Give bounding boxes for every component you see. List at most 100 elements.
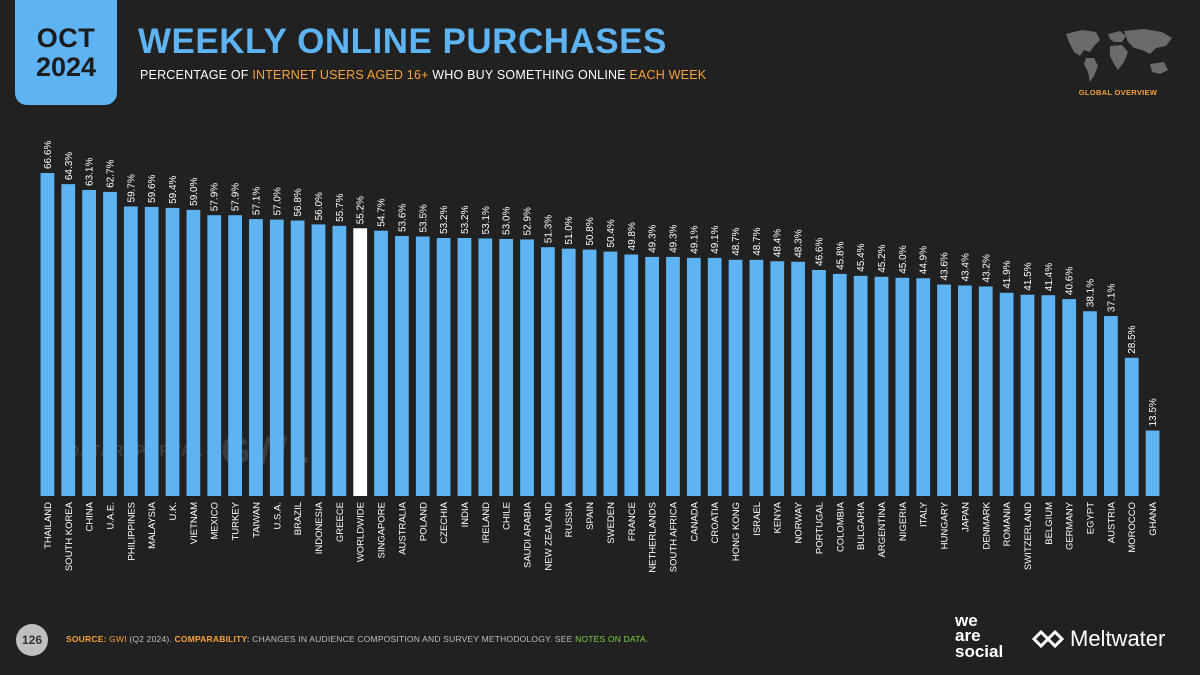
value-label: 43.4% (960, 253, 971, 281)
bar-belgium (1041, 295, 1056, 496)
category-label: PORTUGAL (814, 502, 825, 554)
bar-japan (958, 285, 972, 496)
category-label: GREECE (335, 502, 346, 542)
category-label: SAUDI ARABIA (523, 501, 534, 568)
category-label: GERMANY (1065, 501, 1076, 550)
bar-u-k- (165, 207, 180, 496)
category-label: EGYPT (1086, 502, 1097, 534)
bar-turkey (228, 215, 242, 496)
category-label: SPAIN (585, 502, 596, 530)
category-label: DENMARK (981, 501, 992, 549)
category-label: MALAYSIA (147, 501, 158, 548)
value-label: 48.7% (752, 227, 763, 255)
value-label: 63.1% (85, 158, 96, 186)
value-label: 57.0% (272, 187, 283, 215)
value-label: 66.6% (43, 141, 54, 169)
category-label: HUNGARY (940, 501, 951, 549)
category-label: NORWAY (794, 501, 805, 543)
bar-australia (395, 236, 409, 497)
value-label: 13.5% (1148, 398, 1159, 426)
value-label: 51.0% (564, 216, 575, 244)
category-label: CZECHIA (439, 501, 450, 543)
value-label: 49.3% (648, 224, 659, 252)
bar-india (457, 237, 472, 497)
category-label: JAPAN (960, 502, 971, 532)
category-label: SINGAPORE (377, 502, 388, 559)
source-label: SOURCE: (66, 634, 107, 644)
bar-ghana (1145, 430, 1160, 496)
bar-colombia (832, 273, 847, 496)
bar-canada (686, 257, 701, 496)
value-label: 41.9% (1002, 260, 1013, 288)
bar-new-zealand (540, 247, 555, 496)
category-label: NETHERLANDS (648, 502, 659, 573)
category-label: U.K. (168, 502, 179, 520)
bar-poland (415, 236, 430, 497)
subtitle-part: PERCENTAGE OF (140, 68, 253, 82)
notes-on-data-link[interactable]: NOTES ON DATA (575, 634, 646, 644)
category-label: VIETNAM (189, 502, 200, 544)
bar-egypt (1083, 311, 1097, 496)
category-label: CHINA (85, 501, 96, 531)
bar-denmark (978, 286, 993, 496)
category-label: MEXICO (210, 502, 221, 539)
bar-bulgaria (853, 275, 868, 496)
source-rest: (Q2 2024). (126, 634, 172, 644)
value-label: 59.7% (126, 174, 137, 202)
category-label: KENYA (773, 501, 784, 533)
bar-vietnam (186, 209, 201, 496)
bar-norway (791, 261, 805, 496)
global-overview-label: GLOBAL OVERVIEW (1078, 88, 1158, 97)
category-label: WORLDWIDE (356, 502, 367, 562)
category-label: FRANCE (627, 502, 638, 541)
value-label: 53.5% (418, 204, 429, 232)
value-label: 54.7% (377, 198, 388, 226)
source-gwi: GWI (109, 634, 127, 644)
value-label: 38.1% (1086, 279, 1097, 307)
page-subtitle: PERCENTAGE OF INTERNET USERS AGED 16+ WH… (140, 68, 706, 82)
bar-netherlands (645, 256, 660, 496)
category-label: ARGENTINA (877, 501, 888, 557)
we-are-social-logo: we are social (955, 612, 1003, 660)
bar-greece (332, 225, 347, 497)
comparability-text: CHANGES IN AUDIENCE COMPOSITION AND SURV… (249, 634, 576, 644)
bar-romania (999, 292, 1014, 496)
page-number: 126 (16, 624, 48, 656)
value-label: 53.1% (481, 206, 492, 234)
category-label: THAILAND (43, 502, 54, 549)
value-label: 48.7% (731, 227, 742, 255)
category-label: AUSTRIA (1106, 501, 1117, 543)
value-label: 51.3% (543, 215, 554, 243)
category-label: CROATIA (710, 501, 721, 543)
value-label: 44.9% (919, 246, 930, 274)
subtitle-part: WHO BUY SOMETHING ONLINE (428, 68, 630, 82)
category-label: COLOMBIA (835, 501, 846, 552)
value-label: 52.9% (523, 207, 534, 235)
bar-morocco (1124, 357, 1139, 496)
bar-nigeria (895, 277, 910, 496)
category-label: SOUTH AFRICA (668, 501, 679, 572)
value-label: 53.0% (502, 206, 513, 234)
value-label: 48.3% (794, 229, 805, 257)
category-label: HONG KONG (731, 502, 742, 561)
page-title: WEEKLY ONLINE PURCHASES (138, 22, 667, 61)
footer-end: . (645, 634, 649, 644)
category-label: INDIA (460, 501, 471, 527)
value-label: 59.4% (168, 175, 179, 203)
footer-source: SOURCE: GWI (Q2 2024). COMPARABILITY: CH… (66, 634, 648, 644)
bar-indonesia (311, 224, 326, 497)
meltwater-name: Meltwater (1070, 626, 1166, 651)
value-label: 45.2% (877, 244, 888, 272)
bar-singapore (374, 230, 388, 497)
value-label: 46.6% (814, 238, 825, 266)
value-label: 57.1% (251, 187, 262, 215)
category-label: MOROCCO (1127, 502, 1138, 553)
category-label: TAIWAN (251, 502, 262, 538)
value-label: 48.4% (773, 229, 784, 257)
bar-malaysia (144, 206, 159, 496)
category-label: TURKEY (231, 501, 242, 540)
bar-germany (1062, 299, 1077, 496)
value-label: 49.1% (689, 225, 700, 253)
bar-thailand (40, 173, 55, 496)
